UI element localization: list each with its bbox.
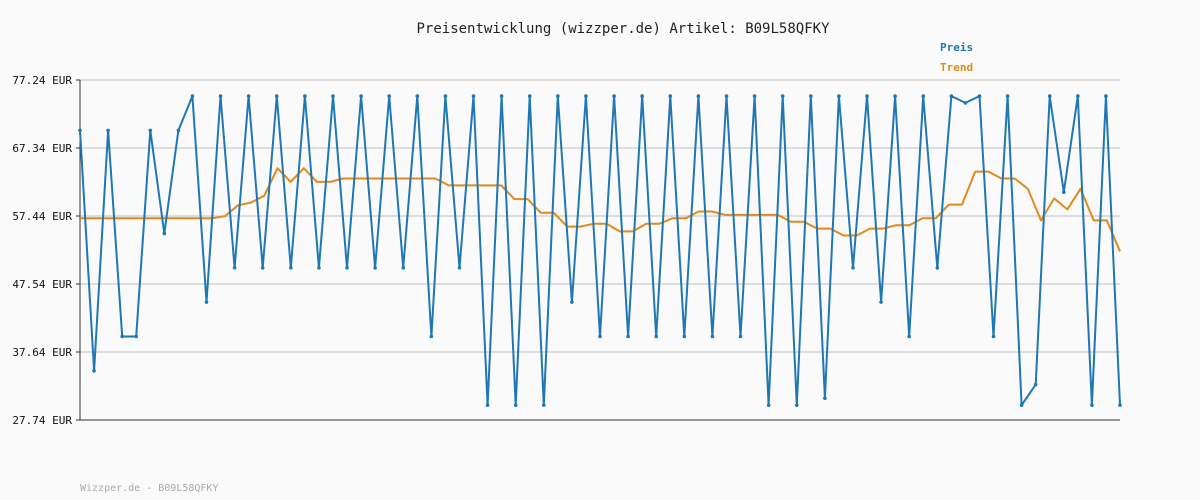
data-point (879, 300, 883, 304)
data-point (668, 94, 673, 98)
data-point (541, 403, 546, 407)
data-point (766, 403, 771, 407)
y-tick-label: 67.34 EUR (12, 142, 72, 155)
data-point (794, 403, 799, 407)
data-point (977, 94, 982, 98)
data-point (359, 94, 363, 98)
data-point (190, 94, 195, 98)
data-point (710, 334, 715, 339)
data-point (162, 231, 167, 236)
data-point (907, 334, 911, 339)
data-point (696, 94, 701, 98)
data-point (724, 94, 729, 98)
data-point (387, 94, 391, 98)
data-point (809, 94, 813, 98)
y-axis-ticks: 27.74 EUR 37.64 EUR 47.54 EUR 57.44 EUR 67.3… (12, 74, 80, 427)
data-point (331, 94, 335, 98)
data-point (415, 94, 420, 98)
data-point (1005, 94, 1010, 98)
data-point (823, 396, 827, 401)
y-tick-label: 47.54 EUR (12, 278, 72, 291)
data-point (556, 94, 560, 98)
data-point (1033, 382, 1038, 387)
legend-trend: Trend (940, 61, 973, 74)
data-point (527, 94, 532, 98)
y-tick-label: 77.24 EUR (12, 74, 72, 87)
data-point (1076, 94, 1080, 98)
data-point (148, 128, 153, 133)
legend-preis: Preis (940, 41, 973, 54)
data-point (584, 94, 588, 98)
data-point (246, 94, 251, 98)
chart-title: Preisentwicklung (wizzper.de) Artikel: B… (416, 21, 830, 37)
grid-lines (80, 79, 1120, 353)
data-point (513, 403, 518, 407)
footer-text: Wizzper.de - B09L58QFKY (80, 483, 218, 494)
series-line-preis (79, 95, 1121, 407)
data-point (1090, 403, 1094, 407)
data-point (991, 334, 996, 339)
data-point (865, 94, 869, 98)
data-point (738, 334, 743, 339)
data-point (1104, 94, 1108, 98)
data-point (401, 265, 406, 270)
data-point (92, 369, 96, 373)
data-point (429, 334, 434, 339)
data-point (598, 334, 602, 339)
data-point (78, 128, 82, 133)
data-point (612, 94, 616, 98)
data-point (921, 94, 926, 98)
data-point (204, 300, 209, 304)
data-point (345, 265, 349, 270)
data-point (485, 403, 490, 407)
data-point (443, 94, 448, 98)
data-point (626, 334, 630, 339)
y-tick-label: 27.74 EUR (12, 414, 72, 427)
data-point (752, 94, 757, 98)
data-point (317, 265, 321, 270)
data-point (260, 265, 265, 270)
data-point (218, 94, 223, 98)
data-point (935, 265, 940, 270)
data-point (1118, 403, 1122, 407)
data-point (120, 334, 124, 339)
data-point (274, 94, 279, 98)
data-point (780, 94, 785, 98)
data-point (471, 94, 476, 98)
data-point (1047, 94, 1052, 98)
data-point (499, 94, 504, 98)
series-layer (78, 94, 1122, 407)
y-tick-label: 57.44 EUR (12, 210, 72, 223)
data-point (851, 265, 855, 270)
data-point (640, 94, 644, 98)
data-point (106, 128, 110, 133)
data-point (570, 300, 574, 304)
data-point (134, 334, 139, 339)
data-point (303, 94, 307, 98)
data-point (232, 265, 237, 270)
data-point (949, 94, 954, 98)
data-point (457, 265, 462, 270)
series-line-trend (80, 167, 1121, 252)
data-point (289, 265, 293, 270)
data-point (176, 128, 181, 133)
data-point (654, 334, 659, 339)
data-point (373, 265, 377, 270)
data-point (1019, 403, 1024, 407)
data-point (963, 101, 968, 105)
data-point (837, 94, 841, 98)
data-point (682, 334, 687, 339)
data-point (1061, 190, 1066, 195)
data-point (893, 94, 897, 98)
y-tick-label: 37.64 EUR (12, 346, 72, 359)
